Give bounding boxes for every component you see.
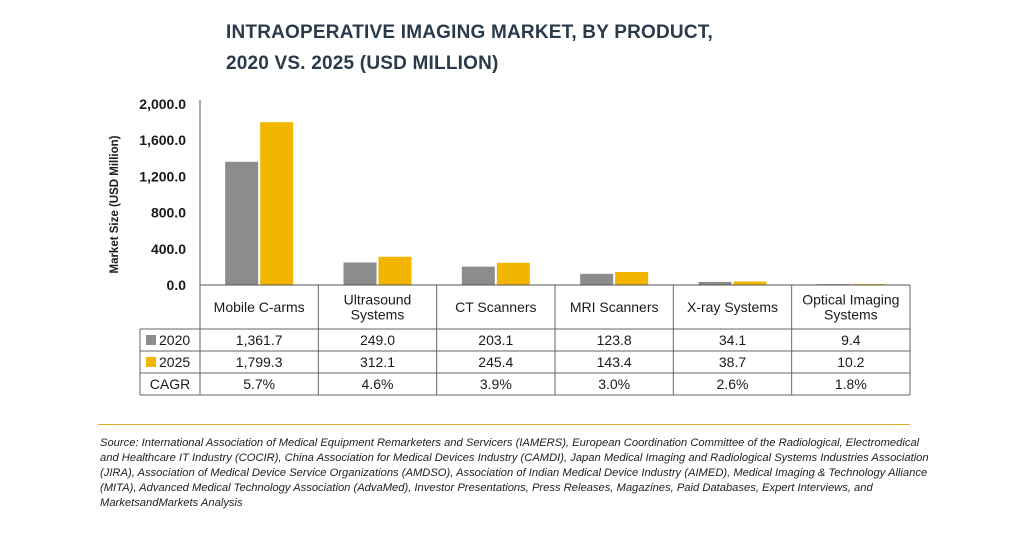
y-tick-label: 2,000.0 [139,96,186,112]
y-tick-label: 800.0 [151,205,186,221]
data-label-2020: 9.4 [841,332,861,348]
x-tick-label: Optical Imaging [802,292,899,308]
data-label-2025: 38.7 [719,354,746,370]
legend-swatch-2025 [146,357,156,367]
data-label-2025: 312.1 [360,354,395,370]
cagr-value: 5.7% [243,376,275,392]
bar-2020-0 [225,161,259,285]
cagr-value: 3.9% [480,376,512,392]
chart-title-line-1: INTRAOPERATIVE IMAGING MARKET, BY PRODUC… [226,22,713,43]
y-tick-label: 0.0 [167,277,187,293]
data-label-2025: 1,799.3 [236,354,283,370]
bar-2025-4 [733,281,767,285]
data-label-2020: 1,361.7 [236,332,283,348]
data-label-2025: 10.2 [837,354,864,370]
cagr-value: 2.6% [717,376,749,392]
cagr-value: 4.6% [362,376,394,392]
bar-2025-1 [378,256,412,285]
source-note: Source: International Association of Med… [100,437,929,509]
data-label-2025: 245.4 [478,354,513,370]
x-tick-label: MRI Scanners [570,299,659,315]
data-label-2020: 249.0 [360,332,395,348]
x-tick-label: Systems [824,307,878,323]
bar-2025-3 [615,272,649,285]
data-label-2020: 203.1 [478,332,513,348]
bar-2020-1 [343,262,377,285]
x-tick-label: X-ray Systems [687,299,778,315]
cagr-value: 3.0% [598,376,630,392]
bar-chart: 0.0 400.0 800.0 1,200.0 1,600.0 2,000.0 Market… [109,96,911,396]
chart-title: INTRAOPERATIVE IMAGING MARKET, BY PRODUC… [226,17,746,79]
bar-2020-4 [698,281,732,285]
bar-2025-0 [260,122,294,285]
source-divider [98,424,910,425]
data-label-2020: 123.8 [597,332,632,348]
chart-title-line-2: 2020 VS. 2025 (USD MILLION) [226,53,499,74]
data-label-2025: 143.4 [597,354,632,370]
legend-label-2025: 2025 [159,354,190,370]
y-axis-label: Market Size (USD Million) [109,135,121,273]
bar-2025-2 [496,262,530,285]
bar-2020-2 [461,266,495,285]
cagr-row-label: CAGR [150,376,190,392]
x-tick-label: Systems [351,307,405,323]
legend-swatch-2020 [146,335,156,345]
y-tick-label: 1,600.0 [139,132,186,148]
x-tick-label: Mobile C-arms [214,299,305,315]
bar-2020-3 [580,273,614,285]
x-tick-label: Ultrasound [344,292,412,308]
legend-label-2020: 2020 [159,332,190,348]
data-label-2020: 34.1 [719,332,746,348]
x-tick-label: CT Scanners [455,299,536,315]
y-tick-label: 1,200.0 [139,168,186,184]
y-tick-label: 400.0 [151,241,186,257]
cagr-value: 1.8% [835,376,867,392]
